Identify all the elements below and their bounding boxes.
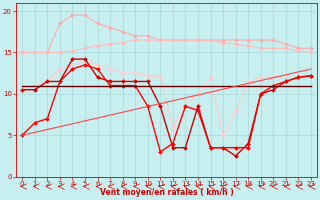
X-axis label: Vent moyen/en rafales ( km/h ): Vent moyen/en rafales ( km/h ) [100, 188, 234, 197]
